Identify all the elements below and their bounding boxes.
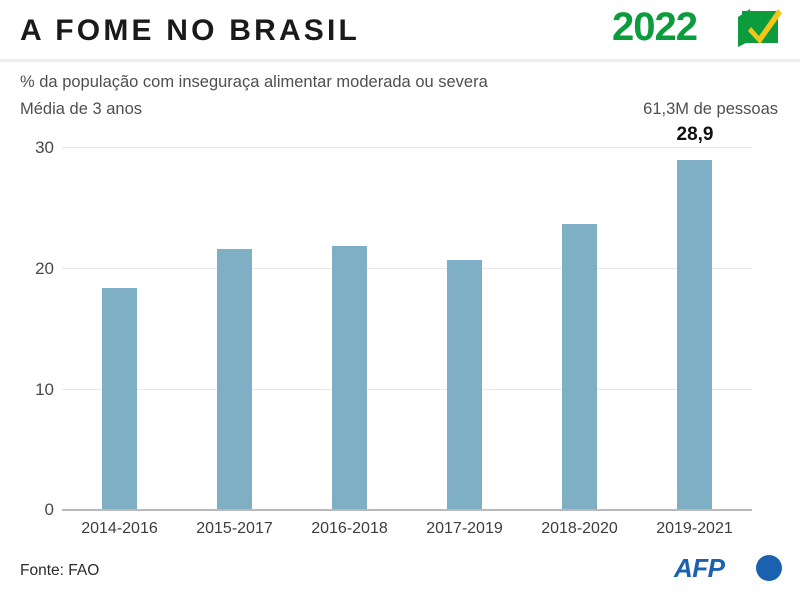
afp-logo-text: AFP <box>674 553 725 583</box>
xlabel-2015-2017: 2015-2017 <box>196 520 273 537</box>
logo-year-text: 2022 <box>612 5 698 49</box>
logo-2022: 2022 <box>612 4 782 56</box>
peak-value-label: 28,9 <box>676 124 714 145</box>
ytick-label-0: 0 <box>44 500 54 519</box>
xlabel-2019-2021: 2019-2021 <box>656 520 733 537</box>
afp-logo: AFP <box>674 553 782 585</box>
gridline-20 <box>62 268 752 269</box>
gridline-10 <box>62 389 752 390</box>
axis-line-zero <box>62 509 752 511</box>
bar-2014-2016[interactable] <box>102 288 137 509</box>
xlabel-2017-2019: 2017-2019 <box>426 520 503 537</box>
xlabel-2018-2020: 2018-2020 <box>541 520 618 537</box>
bar-2016-2018[interactable] <box>332 246 367 509</box>
gridline-30 <box>62 147 752 148</box>
page-title: A FOME NO BRASIL <box>20 14 361 47</box>
xlabel-2016-2018: 2016-2018 <box>311 520 388 537</box>
source-label: Fonte: FAO <box>20 562 100 579</box>
ballot-box-check-icon <box>738 9 782 47</box>
bar-2017-2019[interactable] <box>447 260 482 509</box>
subtitle-line-2: Média de 3 anos <box>20 100 143 118</box>
bar-2019-2021[interactable] <box>677 160 712 509</box>
ytick-label-20: 20 <box>35 259 54 278</box>
ytick-label-30: 30 <box>35 138 54 157</box>
bar-2018-2020[interactable] <box>562 224 597 509</box>
callout-people-label: 61,3M de pessoas <box>643 100 778 118</box>
header-divider <box>0 59 800 62</box>
afp-logo-dot-icon <box>756 555 782 581</box>
subtitle-line-1: % da população com inseguraça alimentar … <box>20 73 488 91</box>
header: A FOME NO BRASIL 2022 <box>0 0 800 60</box>
ytick-label-10: 10 <box>35 380 54 399</box>
xlabel-2014-2016: 2014-2016 <box>81 520 158 537</box>
bar-2015-2017[interactable] <box>217 249 252 509</box>
